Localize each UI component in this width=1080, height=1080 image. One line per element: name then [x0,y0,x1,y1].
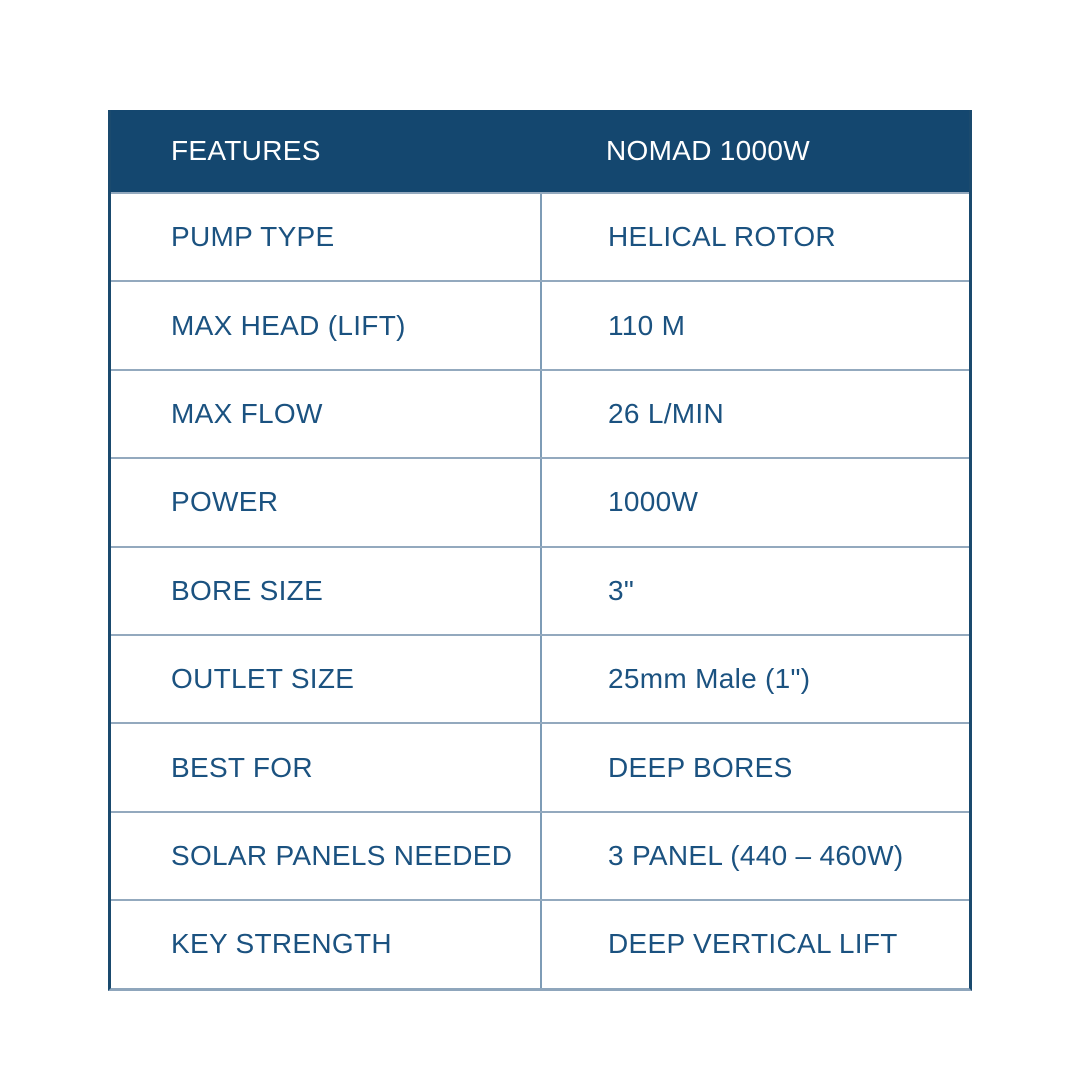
row-value: 26 L/MIN [540,370,969,458]
row-value: 1000W [540,459,969,546]
row-label: MAX FLOW [171,397,323,429]
table-row: PUMP TYPE HELICAL ROTOR [111,192,969,281]
row-label: KEY STRENGTH [171,928,392,960]
row-value: 110 M [540,282,969,369]
table-row: BORE SIZE 3" [111,545,969,634]
row-label: OUTLET SIZE [171,663,355,695]
row-value: 25mm Male (1") [540,635,969,723]
table-row: MAX HEAD (LIFT) 110 M [111,280,969,369]
table-row: MAX FLOW 26 L/MIN [111,368,969,458]
header-cell-product: NOMAD 1000W [606,135,811,166]
table-header-row: FEATURES NOMAD 1000W [111,110,969,192]
row-label: POWER [171,486,279,518]
table-row: POWER 1000W [111,457,969,546]
row-value: DEEP BORES [540,724,969,811]
row-label: SOLAR PANELS NEEDED [171,839,513,871]
table-row: BEST FOR DEEP BORES [111,722,969,811]
row-value: HELICAL ROTOR [540,194,969,281]
header-cell-features: FEATURES [171,135,321,166]
row-value: 3" [540,547,969,634]
row-label: BEST FOR [171,751,313,783]
row-label: MAX HEAD (LIFT) [171,309,406,341]
row-value: 3 PANEL (440 – 460W) [540,812,969,900]
spec-table: FEATURES NOMAD 1000W PUMP TYPE HELICAL R… [108,110,972,991]
row-label: BORE SIZE [171,574,324,606]
row-value: DEEP VERTICAL LIFT [540,901,969,988]
table-row: OUTLET SIZE 25mm Male (1") [111,633,969,723]
table-row: KEY STRENGTH DEEP VERTICAL LIFT [111,899,969,988]
row-label: PUMP TYPE [171,221,335,253]
table-row: SOLAR PANELS NEEDED 3 PANEL (440 – 460W) [111,810,969,900]
